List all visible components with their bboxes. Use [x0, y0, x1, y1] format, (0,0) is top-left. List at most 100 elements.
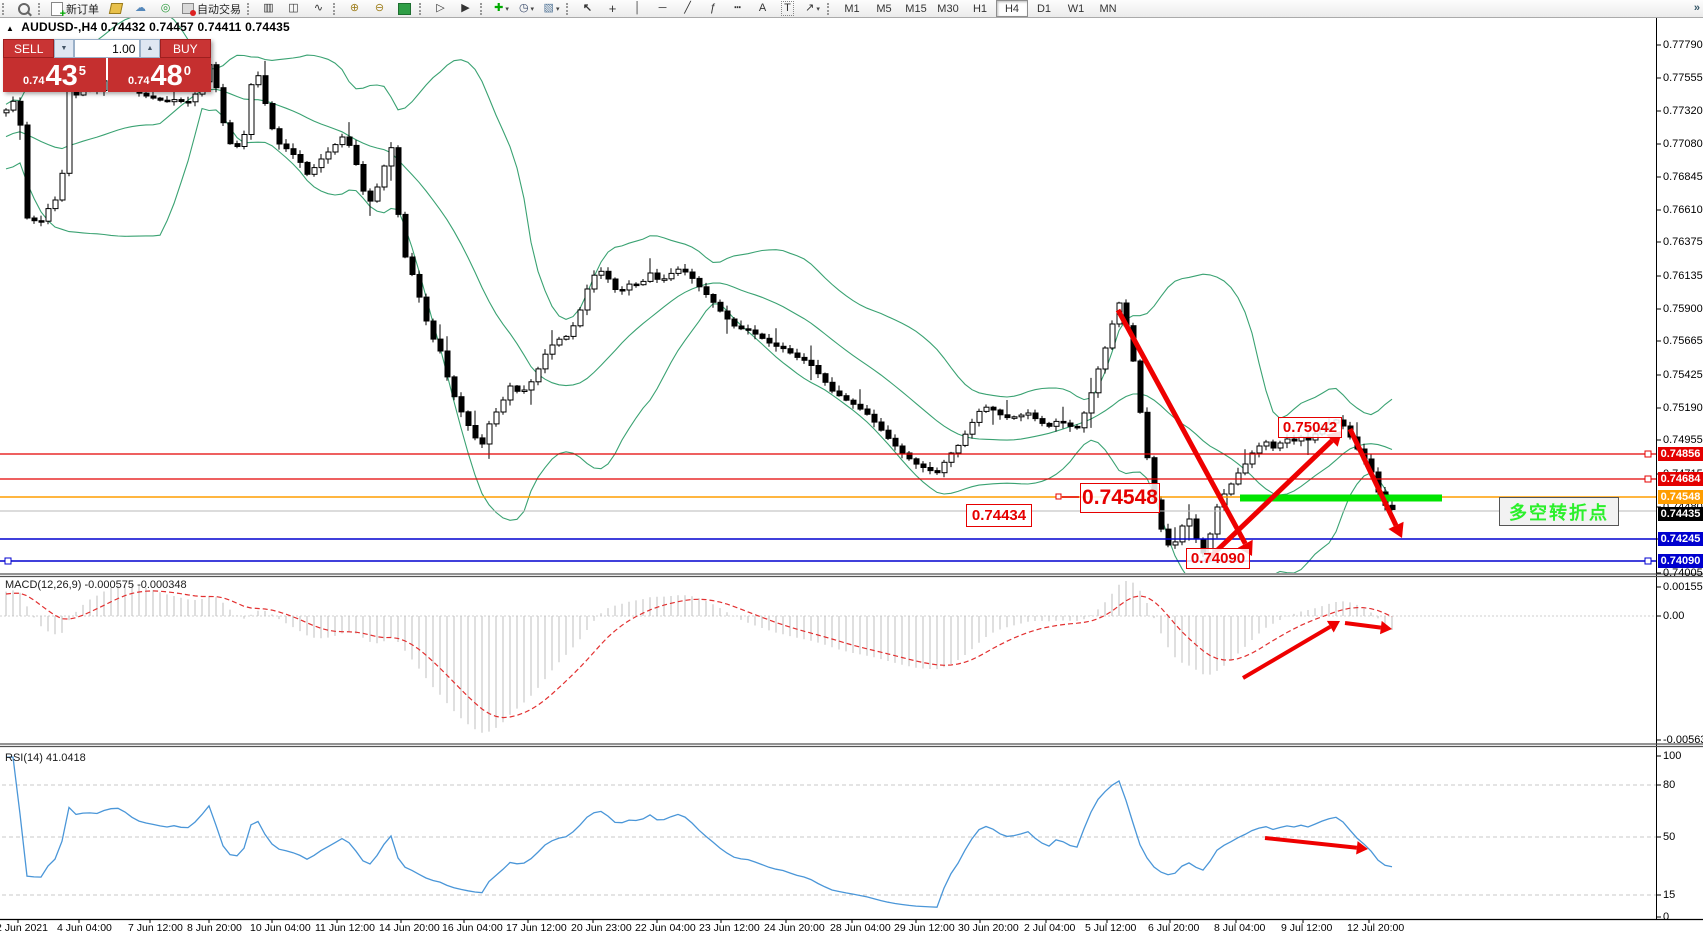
rsi-tick-label: 80	[1663, 779, 1676, 791]
zoom-out-icon: ⊖	[374, 2, 385, 14]
macd-indicator-label: MACD(12,26,9) -0.000575 -0.000348	[5, 579, 187, 591]
time-axis-label: 28 Jun 04:00	[830, 922, 891, 934]
autotrade-label: 自动交易	[197, 3, 241, 16]
candle-chart-button[interactable]: ◫	[282, 0, 305, 17]
indicators-button[interactable]: ✚ ▾	[490, 0, 513, 17]
timeframe-m5[interactable]: M5	[876, 2, 892, 15]
bollinger-lower-band	[5, 107, 1393, 573]
time-axis-label: 29 Jun 12:00	[894, 922, 955, 934]
hline-tool[interactable]: ─	[651, 0, 674, 17]
terminal-button[interactable]: ☁	[129, 0, 152, 17]
high-value: 0.74457	[149, 20, 194, 34]
text-tool[interactable]: A	[751, 0, 774, 17]
bar-chart-icon: ▥	[263, 2, 274, 14]
price-tick-label: 0.77080	[1663, 138, 1703, 150]
macd-histogram	[5, 581, 1393, 733]
tile-windows-icon	[398, 2, 411, 15]
symbol-label: AUDUSD-,H4	[21, 20, 98, 34]
new-order-label: 新订单	[66, 3, 99, 16]
sell-button[interactable]: SELL	[3, 39, 55, 58]
open-value: 0.74432	[100, 20, 146, 34]
zoom-in-button[interactable]: ⊕	[343, 0, 366, 17]
text-icon: A	[758, 2, 767, 14]
timeframe-mn[interactable]: MN	[1099, 2, 1117, 15]
rsi-tick-label: 50	[1663, 831, 1676, 843]
toolbar-overflow-icon[interactable]: »	[1693, 2, 1700, 14]
fibonacci-tool[interactable]: ƒ	[701, 0, 724, 17]
time-axis-label: 4 Jun 04:00	[57, 922, 112, 934]
time-axis-label: 11 Jun 12:00	[315, 922, 375, 934]
price-tick-label: 0.75900	[1663, 303, 1703, 315]
volume-increase-button[interactable]: ▲	[140, 39, 160, 58]
indicators-icon: ✚	[494, 2, 504, 14]
bid-price-button[interactable]: 0.74 43 5	[3, 58, 106, 92]
line-chart-button[interactable]: ∿	[307, 0, 330, 17]
timeframe-m15[interactable]: M15	[905, 2, 927, 15]
autotrade-button[interactable]: 自动交易	[179, 0, 244, 17]
trendline-icon: ╱	[684, 2, 691, 14]
trendline-tool[interactable]: ╱	[676, 0, 699, 17]
periods-button[interactable]: ◷ ▾	[515, 0, 538, 17]
market-watch-icon[interactable]	[12, 0, 35, 17]
chevron-down-icon: ▾	[555, 5, 560, 13]
annotation-price-label[interactable]: 0.74434	[966, 504, 1032, 527]
ask-big-digits: 48	[150, 60, 183, 92]
toolbar-grip	[38, 2, 45, 15]
timeframe-h4[interactable]: H4	[996, 0, 1028, 17]
time-axis-label: 24 Jun 20:00	[764, 922, 825, 934]
rsi-tick-label: 0	[1663, 911, 1670, 923]
bar-chart-button[interactable]: ▥	[257, 0, 280, 17]
buy-button[interactable]: BUY	[159, 39, 212, 58]
one-click-trading-panel: SELL ▼ 1.00 ▲ BUY 0.74 43 5 0.74 48 0	[3, 39, 212, 92]
turning-point-label[interactable]: 多空转折点	[1499, 497, 1619, 526]
timeframe-m30[interactable]: M30	[937, 2, 959, 15]
shapes-tool[interactable]: ↗ ▾	[801, 0, 824, 17]
arrows-icon: ↗	[805, 2, 815, 14]
expander-icon[interactable]: ▲	[6, 24, 15, 33]
magnifier-icon	[17, 2, 30, 15]
rsi-tick-label: 15	[1663, 889, 1676, 901]
timeframe-h1[interactable]: H1	[972, 2, 988, 15]
tile-windows-button[interactable]	[393, 0, 416, 17]
time-axis-label: 2 Jul 04:00	[1024, 922, 1076, 934]
vline-tool[interactable]: │	[626, 0, 649, 17]
crosshair-tool[interactable]: +	[601, 0, 624, 17]
timeframe-w1[interactable]: W1	[1067, 2, 1085, 15]
auto-scroll-icon: ▶	[461, 2, 470, 14]
rsi-tick-label: 100	[1663, 750, 1682, 762]
volume-decrease-button[interactable]: ▼	[54, 39, 74, 58]
chart-shift-button[interactable]: ▷	[429, 0, 452, 17]
ask-sup-digit: 0	[183, 63, 191, 78]
cursor-tool[interactable]: ↖	[576, 0, 599, 17]
fibonacci-fan-tool[interactable]: ┅	[726, 0, 749, 17]
toolbar-grip	[566, 2, 573, 15]
signal-icon: ◎	[160, 2, 171, 14]
toolbar-grip	[480, 2, 487, 15]
price-tick-label: 0.75665	[1663, 335, 1703, 347]
trend-arrow-3	[1347, 427, 1404, 538]
volume-input[interactable]: 1.00	[73, 39, 141, 58]
time-axis-label: 16 Jun 04:00	[442, 922, 503, 934]
text-label-tool[interactable]: T	[776, 0, 799, 17]
price-tick-label: 0.76845	[1663, 171, 1703, 183]
zoom-out-button[interactable]: ⊖	[368, 0, 391, 17]
rsi-indicator-label: RSI(14) 41.0418	[5, 752, 86, 764]
new-order-button[interactable]: 新订单	[48, 0, 102, 20]
bid-sup-digit: 5	[78, 63, 86, 78]
templates-button[interactable]: ▧ ▾	[540, 0, 563, 17]
timeframe-m1[interactable]: M1	[844, 2, 860, 15]
signals-button[interactable]: ◎	[154, 0, 177, 17]
fibonacci-icon: ƒ	[709, 2, 716, 14]
text-label-icon: T	[781, 1, 794, 16]
annotation-price-label[interactable]: 0.75042	[1278, 417, 1342, 438]
auto-scroll-button[interactable]: ▶	[454, 0, 477, 17]
annotation-price-label[interactable]: 0.74090	[1186, 548, 1250, 569]
price-tick-label: 0.76610	[1663, 204, 1703, 216]
ask-price-button[interactable]: 0.74 48 0	[108, 58, 211, 92]
autotrade-icon	[182, 3, 196, 16]
annotation-price-label[interactable]: 0.74548	[1080, 483, 1160, 513]
timeframe-d1[interactable]: D1	[1036, 2, 1052, 15]
chevron-down-icon: ▾	[505, 5, 509, 13]
time-axis-label: 12 Jul 20:00	[1347, 922, 1405, 934]
